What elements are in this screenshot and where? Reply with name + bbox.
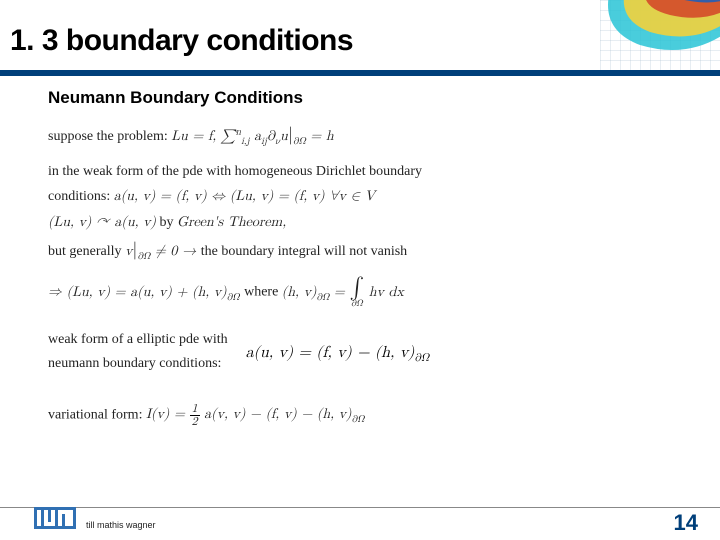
title-bar: 1. 3 boundary conditions (10, 24, 720, 74)
formula-hv: (h, v)∂Ω = ∫ ∂Ω hv dx (282, 285, 404, 299)
line-but: but generally v|∂Ω ≠ 0 → the boundary in… (48, 237, 680, 263)
formula-weak-neumann: a(u, v) = (f, v) − (h, v)∂Ω (246, 345, 429, 361)
footer-author: till mathis wagner (86, 520, 156, 530)
line-weakform-a: in the weak form of the pde with homogen… (48, 162, 680, 182)
text-by: by (159, 215, 177, 230)
line-variational: variational form: I(v) = 1 2 a(v, v) − (… (48, 403, 680, 428)
text: suppose the problem: (48, 129, 171, 144)
formula-implies: (Lu, v) = a(u, v) + (h, v)∂Ω (67, 285, 244, 299)
line-weak-neumann-b: neumann boundary conditions: (48, 354, 228, 374)
one-half: 1 2 (190, 403, 200, 428)
text: conditions: (48, 189, 114, 204)
implies-sym: ⇒ (48, 285, 67, 299)
formula-green-l: (Lu, v) ↷ a(u, v) (48, 215, 156, 229)
text-where: where (244, 285, 282, 300)
formula-variational: I(v) = 1 2 a(v, v) − (f, v) − (h, v)∂Ω (146, 407, 364, 421)
slide-title: 1. 3 boundary conditions (10, 24, 720, 58)
line-problem: suppose the problem: Lu = f, ∑ni,j aij∂ν… (48, 122, 680, 148)
footer-rule (0, 507, 720, 508)
page-number: 14 (674, 510, 698, 536)
formula-weakform: a(u, v) = (f, v) ⇔ (Lu, v) = (f, v) ∀v ∈… (114, 189, 375, 203)
text: variational form: (48, 407, 146, 422)
line-weakform-b: conditions: a(u, v) = (f, v) ⇔ (Lu, v) =… (48, 186, 680, 207)
slide: 1. 3 boundary conditions Neumann Boundar… (0, 0, 720, 540)
integral: ∫ ∂Ω (349, 277, 364, 308)
formula-vbound: v|∂Ω ≠ 0 → (125, 244, 201, 258)
line-weak-neumann-a: weak form of a elliptic pde with (48, 330, 228, 350)
formula-problem: Lu = f, ∑ni,j aij∂νu|∂Ω = h (171, 129, 333, 143)
section-heading: Neumann Boundary Conditions (48, 88, 680, 108)
text: but generally (48, 244, 125, 259)
tum-logo (34, 507, 76, 534)
text-green-theorem: Green's Theorem, (177, 215, 286, 229)
footer: till mathis wagner 14 (0, 500, 720, 540)
line-green: (Lu, v) ↷ a(u, v) by Green's Theorem, (48, 212, 680, 233)
content-area: Neumann Boundary Conditions suppose the … (48, 88, 680, 432)
title-rule (0, 70, 720, 76)
text-tail: the boundary integral will not vanish (201, 244, 407, 259)
line-implies: ⇒ (Lu, v) = a(u, v) + (h, v)∂Ω where (h,… (48, 277, 680, 308)
